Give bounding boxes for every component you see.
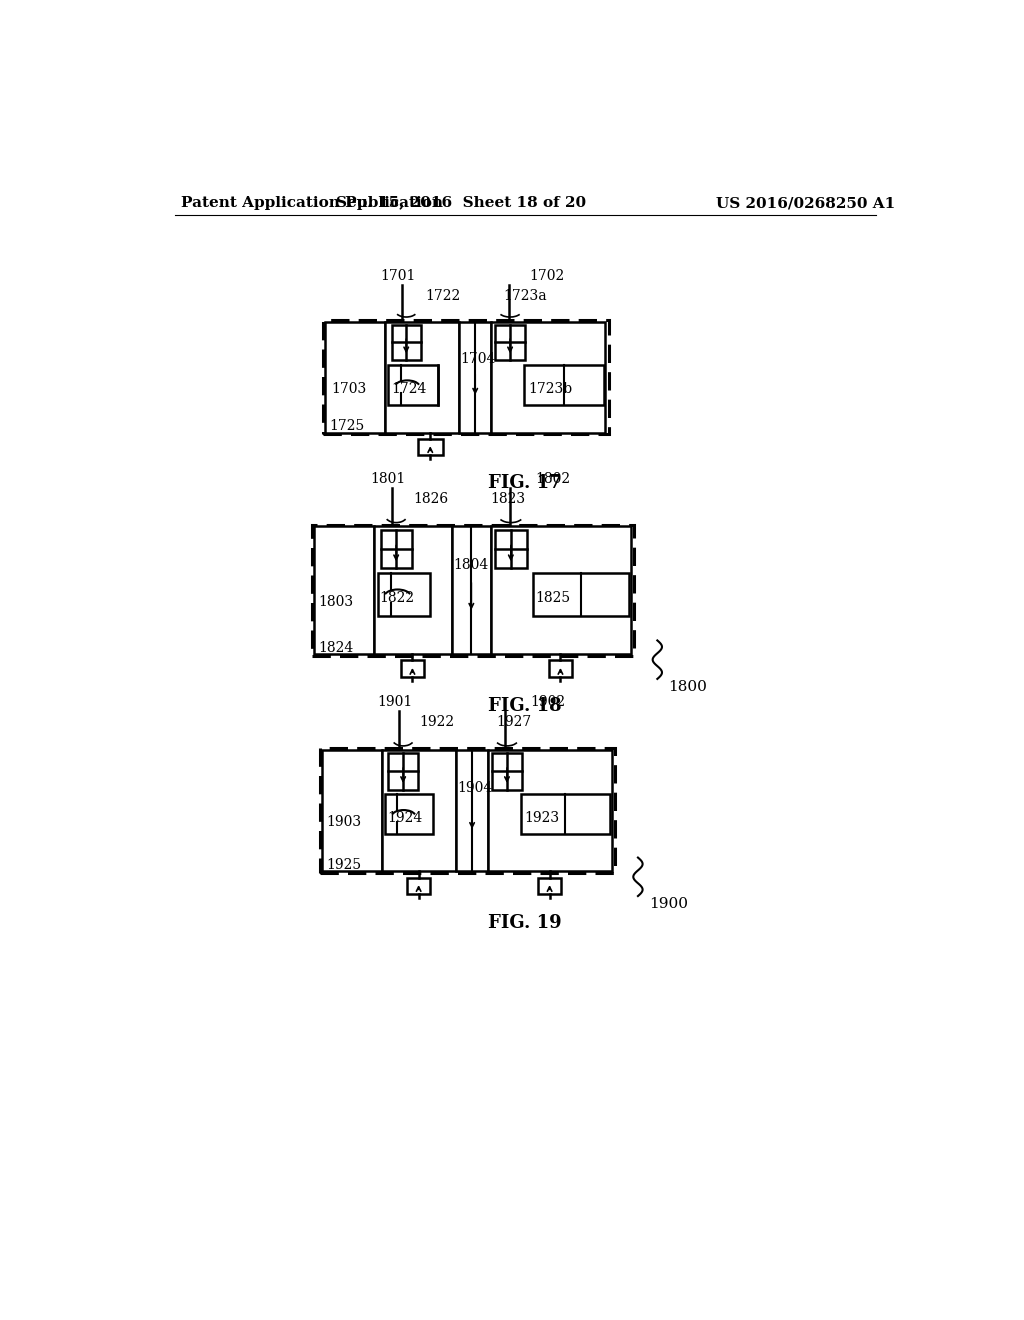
Bar bbox=[549, 660, 572, 677]
Text: 1924: 1924 bbox=[387, 812, 422, 825]
Text: 1927: 1927 bbox=[496, 715, 531, 729]
Text: 1824: 1824 bbox=[318, 642, 354, 655]
Bar bbox=[385, 795, 433, 834]
Text: 1804: 1804 bbox=[454, 558, 488, 572]
Text: 1724: 1724 bbox=[391, 381, 427, 396]
Bar bbox=[418, 438, 442, 455]
Text: 1703: 1703 bbox=[331, 381, 367, 396]
Bar bbox=[388, 752, 418, 789]
Bar bbox=[459, 322, 492, 433]
Text: 1704: 1704 bbox=[461, 351, 496, 366]
Text: 1801: 1801 bbox=[370, 471, 406, 486]
Text: 1701: 1701 bbox=[381, 269, 416, 284]
Text: 1922: 1922 bbox=[420, 715, 455, 729]
Bar bbox=[382, 750, 456, 871]
Bar bbox=[375, 527, 452, 655]
Text: Patent Application Publication: Patent Application Publication bbox=[180, 197, 442, 210]
Text: 1822: 1822 bbox=[379, 591, 415, 605]
Bar bbox=[324, 321, 608, 434]
Bar bbox=[495, 529, 527, 568]
Bar bbox=[407, 878, 430, 894]
Text: 1826: 1826 bbox=[414, 491, 449, 506]
Text: FIG. 18: FIG. 18 bbox=[488, 697, 561, 715]
Bar bbox=[391, 325, 421, 360]
Text: 1825: 1825 bbox=[535, 591, 570, 605]
Text: 1900: 1900 bbox=[649, 896, 688, 911]
Bar bbox=[312, 525, 634, 656]
Text: 1923: 1923 bbox=[524, 812, 560, 825]
Bar bbox=[488, 750, 611, 871]
Bar bbox=[314, 527, 375, 655]
Bar bbox=[521, 795, 610, 834]
Bar bbox=[496, 325, 525, 360]
Bar bbox=[490, 527, 631, 655]
Text: FIG. 19: FIG. 19 bbox=[488, 913, 561, 932]
Text: 1903: 1903 bbox=[327, 816, 361, 829]
Bar bbox=[381, 529, 412, 568]
Text: 1722: 1722 bbox=[425, 289, 460, 304]
Bar bbox=[388, 364, 438, 405]
Text: 1901: 1901 bbox=[378, 694, 413, 709]
Bar bbox=[534, 573, 630, 615]
Text: 1803: 1803 bbox=[318, 595, 353, 609]
Bar bbox=[524, 364, 604, 405]
Bar bbox=[492, 322, 605, 433]
Text: 1723a: 1723a bbox=[503, 289, 547, 304]
Text: US 2016/0268250 A1: US 2016/0268250 A1 bbox=[717, 197, 896, 210]
Text: 1904: 1904 bbox=[458, 781, 493, 795]
Bar bbox=[538, 878, 561, 894]
Text: 1802: 1802 bbox=[536, 471, 570, 486]
Text: 1823: 1823 bbox=[490, 491, 526, 506]
Bar bbox=[493, 752, 521, 789]
Text: 1925: 1925 bbox=[327, 858, 361, 873]
Text: FIG. 17: FIG. 17 bbox=[488, 474, 561, 491]
Text: Sep. 15, 2016  Sheet 18 of 20: Sep. 15, 2016 Sheet 18 of 20 bbox=[336, 197, 587, 210]
Bar bbox=[378, 573, 430, 615]
Bar bbox=[452, 527, 490, 655]
Text: 1800: 1800 bbox=[669, 680, 707, 693]
Bar bbox=[456, 750, 488, 871]
Bar bbox=[321, 748, 614, 873]
Bar bbox=[400, 660, 424, 677]
Text: 1723b: 1723b bbox=[528, 381, 572, 396]
Bar bbox=[325, 322, 385, 433]
Text: 1902: 1902 bbox=[530, 694, 565, 709]
Bar bbox=[385, 322, 459, 433]
Bar bbox=[322, 750, 382, 871]
Text: 1725: 1725 bbox=[330, 420, 365, 433]
Text: 1702: 1702 bbox=[529, 269, 565, 284]
